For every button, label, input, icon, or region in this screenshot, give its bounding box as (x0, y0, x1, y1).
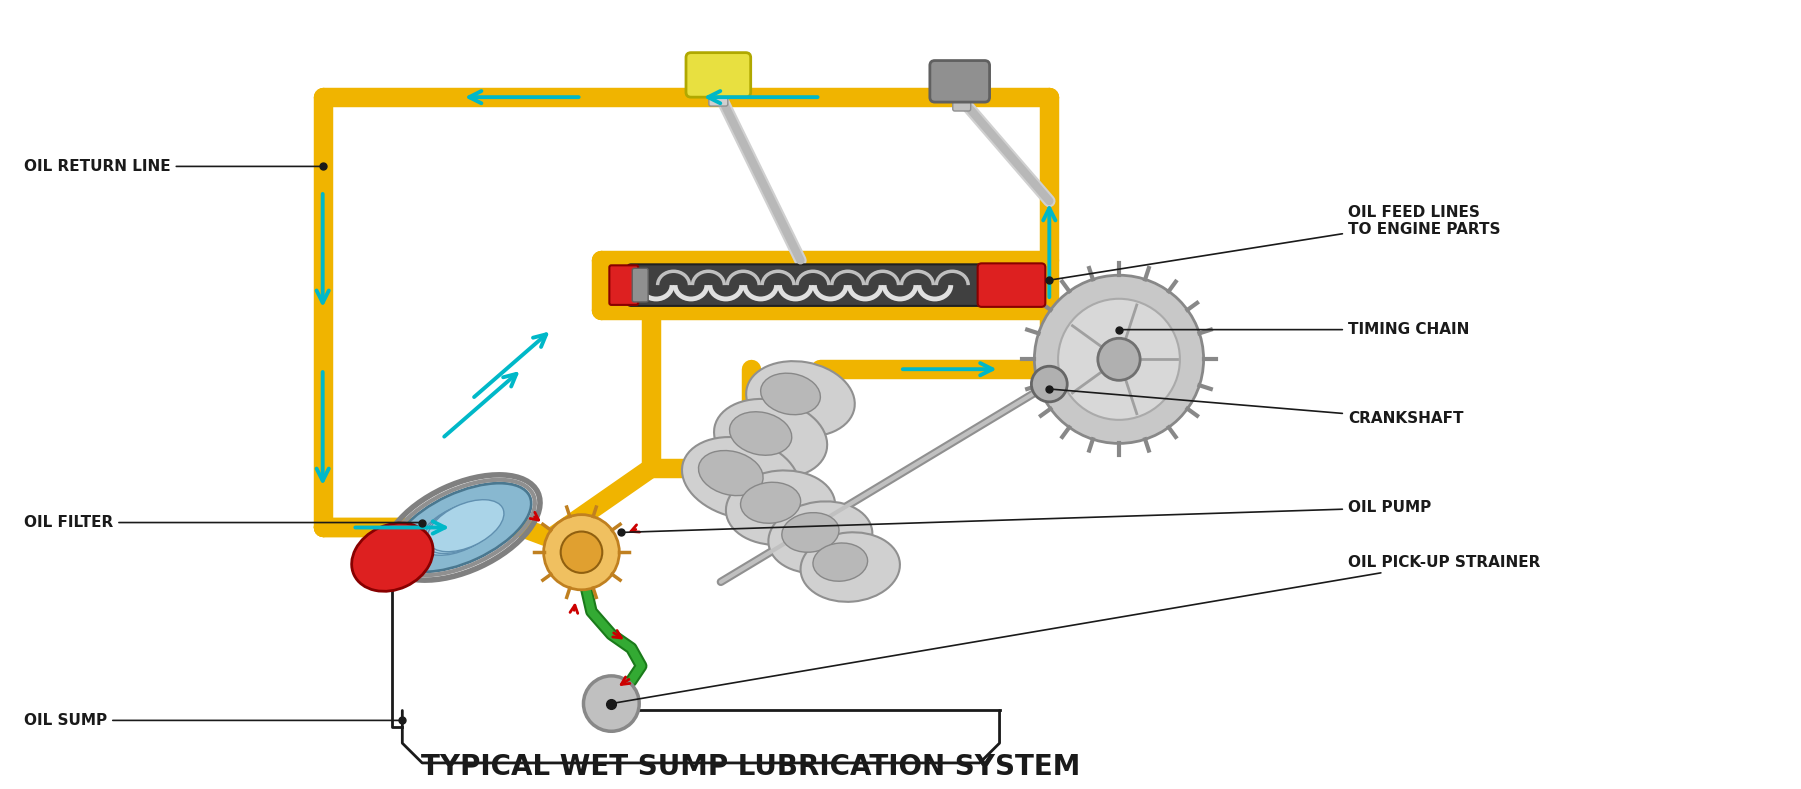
Text: OIL RETURN LINE: OIL RETURN LINE (23, 159, 321, 174)
FancyBboxPatch shape (929, 61, 989, 102)
Circle shape (1034, 275, 1203, 443)
Text: OIL PICK-UP STRAINER: OIL PICK-UP STRAINER (614, 555, 1540, 703)
Circle shape (584, 676, 639, 731)
Circle shape (1032, 366, 1068, 402)
Ellipse shape (782, 513, 839, 552)
Ellipse shape (740, 482, 801, 523)
FancyBboxPatch shape (609, 265, 638, 305)
Text: CRANKSHAFT: CRANKSHAFT (1052, 389, 1464, 426)
FancyBboxPatch shape (627, 264, 994, 306)
Ellipse shape (769, 501, 872, 574)
Circle shape (560, 532, 602, 573)
Text: OIL PUMP: OIL PUMP (625, 500, 1432, 533)
Ellipse shape (351, 523, 432, 591)
Ellipse shape (393, 483, 531, 572)
Ellipse shape (423, 502, 501, 554)
FancyBboxPatch shape (978, 264, 1045, 307)
Text: OIL SUMP: OIL SUMP (23, 713, 400, 728)
Circle shape (544, 514, 620, 590)
Text: TIMING CHAIN: TIMING CHAIN (1122, 322, 1470, 337)
Circle shape (1099, 338, 1140, 380)
FancyBboxPatch shape (953, 92, 971, 111)
Ellipse shape (801, 533, 900, 602)
Text: OIL FILTER: OIL FILTER (23, 515, 420, 530)
FancyBboxPatch shape (686, 53, 751, 97)
Ellipse shape (729, 412, 792, 455)
FancyBboxPatch shape (632, 268, 648, 302)
Ellipse shape (746, 361, 855, 436)
Ellipse shape (683, 437, 800, 519)
Text: OIL FEED LINES
TO ENGINE PARTS: OIL FEED LINES TO ENGINE PARTS (1052, 204, 1500, 280)
Ellipse shape (726, 470, 836, 545)
Ellipse shape (427, 499, 504, 552)
FancyBboxPatch shape (710, 88, 728, 106)
Ellipse shape (420, 503, 497, 555)
Ellipse shape (760, 373, 821, 415)
Circle shape (1057, 299, 1180, 420)
Ellipse shape (699, 451, 764, 495)
Ellipse shape (713, 399, 827, 478)
Ellipse shape (812, 543, 868, 581)
FancyBboxPatch shape (600, 684, 623, 705)
Text: TYPICAL WET SUMP LUBRICATION SYSTEM: TYPICAL WET SUMP LUBRICATION SYSTEM (421, 753, 1081, 781)
